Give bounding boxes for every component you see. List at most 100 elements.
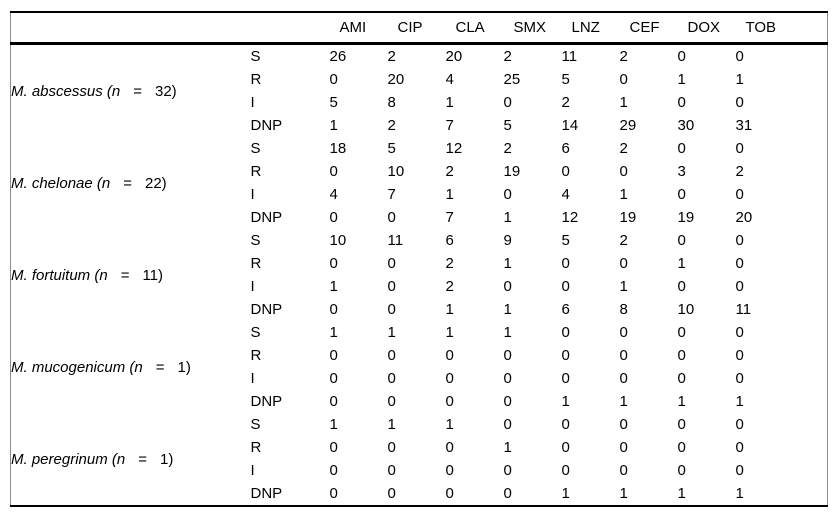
value-cell: 0 <box>735 347 744 364</box>
value-cell: 0 <box>619 347 628 364</box>
value-cell: 0 <box>619 462 628 479</box>
value-cell: 1 <box>503 324 512 341</box>
column-header-lnz: LNZ <box>561 12 620 45</box>
value-cell: 19 <box>619 209 637 226</box>
table-row: R 0 0 0 0 0 0 0 0 <box>11 344 828 367</box>
value-cell: 0 <box>677 48 686 65</box>
value-cell: 0 <box>329 255 338 272</box>
table-row: DNP 0 0 0 0 1 1 1 1 <box>11 482 828 506</box>
value-cell: 0 <box>445 393 454 410</box>
column-header-cla: CLA <box>445 12 504 45</box>
value-cell: 1 <box>619 485 628 502</box>
value-cell: 1 <box>677 255 686 272</box>
value-cell: 0 <box>445 439 454 456</box>
value-cell: 0 <box>735 416 744 433</box>
species-name: M. mucogenicum (n <box>11 358 143 376</box>
value-cell: 1 <box>503 439 512 456</box>
value-cell: 0 <box>329 301 338 318</box>
value-cell: 0 <box>677 140 686 157</box>
value-cell: 1 <box>445 186 454 203</box>
category-label: R <box>250 255 262 272</box>
value-cell: 2 <box>445 278 454 295</box>
value-cell: 14 <box>561 117 579 134</box>
value-cell: 19 <box>503 163 521 180</box>
value-cell: 12 <box>561 209 579 226</box>
column-header-dox: DOX <box>677 12 736 45</box>
value-cell: 0 <box>619 71 628 88</box>
category-label: I <box>250 278 255 295</box>
value-cell: 0 <box>735 278 744 295</box>
value-cell: 1 <box>387 324 396 341</box>
value-cell: 0 <box>677 416 686 433</box>
category-label: DNP <box>250 393 283 410</box>
value-cell: 0 <box>735 439 744 456</box>
category-label: R <box>250 347 262 364</box>
value-cell: 0 <box>561 324 570 341</box>
value-cell: 0 <box>329 347 338 364</box>
value-cell: 31 <box>735 117 753 134</box>
value-cell: 0 <box>619 163 628 180</box>
value-cell: 0 <box>677 278 686 295</box>
value-cell: 0 <box>561 462 570 479</box>
category-label: I <box>250 370 255 387</box>
column-header-cef: CEF <box>619 12 678 45</box>
value-cell: 0 <box>503 278 512 295</box>
susceptibility-table-figure: AMI CIP CLA SMX LNZ CEF DOX TOB M. abscessus (n… <box>10 11 828 507</box>
category-label: I <box>250 462 255 479</box>
value-cell: 5 <box>561 232 570 249</box>
value-cell: 0 <box>445 370 454 387</box>
value-cell: 10 <box>329 232 347 249</box>
value-cell: 2 <box>619 140 628 157</box>
species-name: M. peregrinum (n <box>11 450 126 468</box>
category-label: S <box>250 48 261 65</box>
value-cell: 7 <box>387 186 396 203</box>
table-row: I 0 0 0 0 0 0 0 0 <box>11 459 828 482</box>
value-cell: 0 <box>677 439 686 456</box>
value-cell: 20 <box>735 209 753 226</box>
species-n-value: 1) <box>177 358 191 376</box>
value-cell: 25 <box>503 71 521 88</box>
value-cell: 0 <box>677 186 686 203</box>
value-cell: 1 <box>387 416 396 433</box>
species-label: M. abscessus (n = 32) <box>11 44 251 138</box>
table-row: R 0 0 0 1 0 0 0 0 <box>11 436 828 459</box>
value-cell: 18 <box>329 140 347 157</box>
value-cell: 2 <box>561 94 570 111</box>
category-label: S <box>250 232 261 249</box>
value-cell: 10 <box>677 301 695 318</box>
value-cell: 0 <box>503 347 512 364</box>
species-label: M. chelonae (n = 22) <box>11 137 251 229</box>
value-cell: 12 <box>445 140 463 157</box>
value-cell: 2 <box>619 232 628 249</box>
species-n-equals: = <box>133 82 142 100</box>
table-header: AMI CIP CLA SMX LNZ CEF DOX TOB <box>10 12 828 45</box>
value-cell: 5 <box>329 94 338 111</box>
header-row: AMI CIP CLA SMX LNZ CEF DOX TOB <box>10 12 828 45</box>
column-header-cip: CIP <box>387 12 446 45</box>
value-cell: 5 <box>561 71 570 88</box>
value-cell: 11 <box>735 301 752 318</box>
category-label: I <box>250 94 255 111</box>
value-cell: 0 <box>735 186 744 203</box>
species-name: M. chelonae (n <box>11 174 111 192</box>
value-cell: 5 <box>503 117 512 134</box>
value-cell: 0 <box>329 163 338 180</box>
category-label: DNP <box>250 117 283 134</box>
table-row: I 0 0 0 0 0 0 0 0 <box>11 367 828 390</box>
value-cell: 1 <box>445 324 454 341</box>
value-cell: 0 <box>561 255 570 272</box>
category-label: R <box>250 163 262 180</box>
value-cell: 11 <box>387 232 404 249</box>
value-cell: 2 <box>387 117 396 134</box>
value-cell: 0 <box>329 485 338 502</box>
value-cell: 0 <box>561 347 570 364</box>
value-cell: 0 <box>619 324 628 341</box>
value-cell: 20 <box>445 48 463 65</box>
species-n-value: 22) <box>145 174 167 192</box>
value-cell: 6 <box>561 301 570 318</box>
value-cell: 0 <box>561 278 570 295</box>
value-cell: 29 <box>619 117 637 134</box>
value-cell: 30 <box>677 117 695 134</box>
value-cell: 2 <box>503 48 512 65</box>
value-cell: 5 <box>387 140 396 157</box>
